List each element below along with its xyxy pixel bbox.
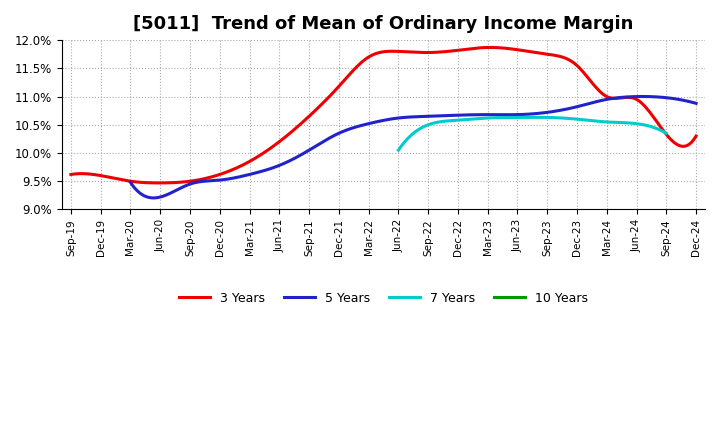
7 Years — [638, 122, 647, 127]
7 Years — [394, 147, 402, 153]
7 Years — [662, 131, 670, 136]
5 Years — [642, 94, 651, 99]
3 Years — [441, 49, 449, 54]
3 Years — [598, 91, 606, 96]
Line: 3 Years: 3 Years — [71, 48, 696, 183]
7 Years — [559, 115, 567, 121]
7 Years — [554, 115, 563, 121]
Line: 7 Years: 7 Years — [398, 117, 666, 150]
3 Years — [692, 133, 701, 139]
5 Years — [463, 112, 472, 117]
5 Years — [128, 183, 137, 188]
3 Years — [154, 180, 163, 186]
3 Years — [637, 100, 646, 106]
5 Years — [692, 101, 701, 106]
5 Years — [474, 112, 483, 117]
5 Years — [605, 96, 613, 102]
Title: [5011]  Trend of Mean of Ordinary Income Margin: [5011] Trend of Mean of Ordinary Income … — [133, 15, 634, 33]
3 Years — [485, 45, 493, 50]
3 Years — [66, 172, 75, 177]
7 Years — [621, 120, 629, 125]
5 Years — [126, 180, 135, 185]
7 Years — [554, 115, 562, 121]
3 Years — [451, 48, 460, 53]
5 Years — [639, 94, 647, 99]
7 Years — [395, 146, 404, 151]
5 Years — [149, 195, 158, 201]
Legend: 3 Years, 5 Years, 7 Years, 10 Years: 3 Years, 5 Years, 7 Years, 10 Years — [174, 287, 593, 310]
Line: 5 Years: 5 Years — [130, 96, 696, 198]
5 Years — [464, 112, 473, 117]
7 Years — [531, 115, 540, 120]
3 Years — [438, 49, 447, 55]
3 Years — [68, 172, 77, 177]
